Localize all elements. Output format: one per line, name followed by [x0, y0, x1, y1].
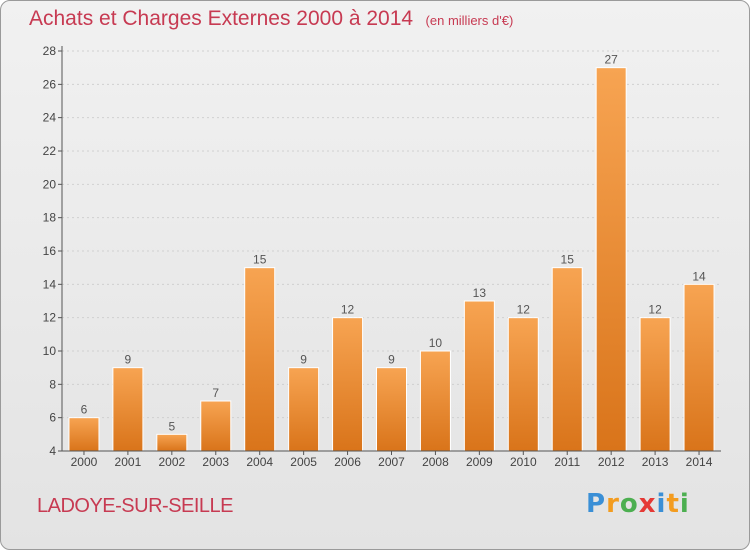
logo-letter: i	[679, 489, 690, 519]
chart-subtitle: (en milliers d'€)	[425, 13, 514, 28]
x-tick-label: 2010	[510, 455, 537, 469]
y-tick-label: 4	[49, 444, 56, 458]
bar-value-label: 12	[648, 303, 662, 317]
bar	[200, 400, 232, 452]
y-tick-label: 26	[43, 77, 57, 91]
x-tick-label: 2014	[686, 455, 713, 469]
bar	[683, 283, 715, 452]
logo-letter: i	[656, 489, 667, 519]
bar-value-label: 5	[168, 419, 175, 433]
bar	[551, 267, 583, 452]
bar	[419, 350, 451, 452]
x-tick-label: 2002	[158, 455, 185, 469]
x-tick-label: 2006	[334, 455, 361, 469]
bar-value-label: 13	[473, 286, 487, 300]
x-tick-label: 2005	[290, 455, 317, 469]
y-tick-label: 22	[43, 144, 57, 158]
x-tick-label: 2000	[71, 455, 98, 469]
bar-value-label: 10	[429, 336, 443, 350]
y-tick-label: 6	[49, 411, 56, 425]
y-tick-label: 24	[43, 111, 57, 125]
x-tick-label: 2003	[202, 455, 229, 469]
bar	[332, 317, 364, 452]
y-tick-label: 14	[43, 277, 57, 291]
x-tick-label: 2007	[378, 455, 405, 469]
x-tick-label: 2011	[554, 455, 580, 469]
x-tick-label: 2012	[598, 455, 625, 469]
x-tick-label: 2001	[115, 455, 142, 469]
bar	[595, 67, 627, 452]
bars: 6 9 5 7 15 9 12 9 10 13 12 15 27 12 14	[68, 53, 715, 452]
bar-value-label: 14	[692, 269, 706, 283]
y-tick-label: 16	[43, 244, 57, 258]
y-tick-label: 28	[43, 44, 57, 58]
proxiti-logo: Proxiti	[586, 489, 690, 519]
bar	[376, 367, 407, 452]
bar-value-label: 7	[212, 386, 219, 400]
bar-value-label: 12	[517, 303, 531, 317]
bar-value-label: 15	[253, 253, 267, 267]
chart-title-block: Achats et Charges Externes 2000 à 2014 (…	[29, 7, 513, 31]
bar	[156, 433, 188, 452]
y-tick-label: 18	[43, 211, 57, 225]
bar-value-label: 9	[300, 353, 307, 367]
bar-value-label: 9	[388, 353, 395, 367]
logo-letter: o	[619, 489, 639, 519]
bar	[639, 317, 671, 452]
x-tick-label: 2013	[642, 455, 669, 469]
bar	[507, 317, 539, 452]
logo-letter: P	[586, 489, 607, 519]
y-tick-label: 12	[43, 311, 57, 325]
chart-title: Achats et Charges Externes 2000 à 2014	[29, 7, 414, 30]
bar-value-label: 27	[604, 53, 618, 67]
bar-value-label: 6	[81, 403, 88, 417]
logo-letter: x	[638, 489, 657, 519]
y-tick-label: 10	[43, 344, 57, 358]
x-tick-label: 2004	[246, 455, 273, 469]
bar-value-label: 9	[125, 353, 132, 367]
x-tick-label: 2009	[466, 455, 493, 469]
location-name: LADOYE-SUR-SEILLE	[37, 495, 234, 517]
bar-value-label: 15	[561, 253, 575, 267]
y-tick-label: 20	[43, 177, 57, 191]
bar-value-label: 12	[341, 303, 355, 317]
logo-letter: t	[666, 489, 680, 519]
logo-letter: r	[606, 489, 620, 519]
bar	[68, 417, 100, 452]
y-tick-label: 8	[49, 377, 56, 391]
bar	[244, 267, 276, 452]
x-tick-label: 2008	[422, 455, 449, 469]
bar	[288, 367, 320, 452]
bar	[112, 367, 144, 452]
axes: 4 6 8 10 12 14 16 18 20 22 24 26 28 2000 2001 2002 2003 2…	[43, 44, 721, 469]
bar	[463, 300, 495, 452]
